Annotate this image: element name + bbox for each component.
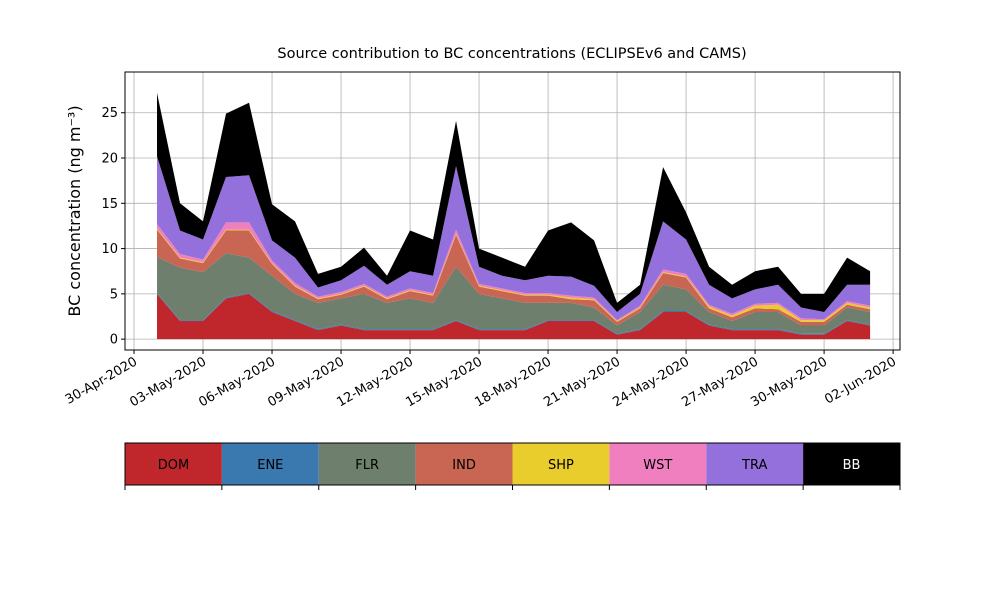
plot-frame bbox=[124, 71, 901, 351]
legend-swatch bbox=[803, 443, 900, 485]
y-tick-label: 20 bbox=[101, 152, 118, 167]
y-tick-label: 25 bbox=[101, 106, 118, 121]
legend-swatch bbox=[609, 443, 707, 485]
y-tick-label: 10 bbox=[101, 242, 118, 257]
legend-label: TRA bbox=[741, 458, 767, 473]
areas bbox=[157, 92, 871, 340]
y-tick-label: 15 bbox=[101, 197, 118, 212]
y-axis-label: BC concentration (ng m⁻³) bbox=[65, 105, 84, 316]
legend-label: ENE bbox=[257, 458, 283, 473]
legend-swatch bbox=[125, 443, 222, 485]
area bbox=[157, 292, 871, 335]
chart-title: Source contribution to BC concentrations… bbox=[277, 46, 746, 62]
x-tick-label: 06-May-2020 bbox=[196, 354, 278, 410]
legend: DOM ENE FLR IND SHP WST TRA BB bbox=[124, 442, 901, 490]
legend-swatch bbox=[415, 443, 513, 485]
legend-swatch bbox=[706, 443, 804, 485]
x-tick-label: 02-Jun-2020 bbox=[822, 354, 899, 407]
x-tick-label: 30-May-2020 bbox=[748, 354, 830, 410]
x-tick-label: 09-May-2020 bbox=[265, 354, 347, 410]
legend-label: BB bbox=[843, 458, 861, 473]
x-tick-label: 21-May-2020 bbox=[541, 354, 623, 410]
legend-label: IND bbox=[452, 458, 476, 473]
x-tick-label: 03-May-2020 bbox=[127, 354, 209, 410]
x-tick-label: 27-May-2020 bbox=[679, 354, 761, 410]
legend-swatch bbox=[318, 443, 416, 485]
area bbox=[157, 229, 871, 326]
legend-label: DOM bbox=[158, 458, 189, 473]
x-tick-label: 18-May-2020 bbox=[472, 354, 554, 410]
x-tick-label: 15-May-2020 bbox=[403, 354, 485, 410]
legend-swatch bbox=[512, 443, 610, 485]
legend-label: FLR bbox=[355, 458, 379, 473]
legend-swatch bbox=[221, 443, 319, 485]
area bbox=[157, 92, 871, 312]
y-tick-label: 0 bbox=[110, 333, 118, 348]
area bbox=[157, 253, 871, 334]
legend-label: SHP bbox=[548, 458, 574, 473]
y-tick-label: 5 bbox=[110, 287, 118, 302]
area bbox=[157, 293, 871, 340]
x-tick-label: 12-May-2020 bbox=[334, 354, 416, 410]
x-tick-label: 24-May-2020 bbox=[610, 354, 692, 410]
area bbox=[157, 156, 871, 321]
legend-label: WST bbox=[643, 458, 672, 473]
